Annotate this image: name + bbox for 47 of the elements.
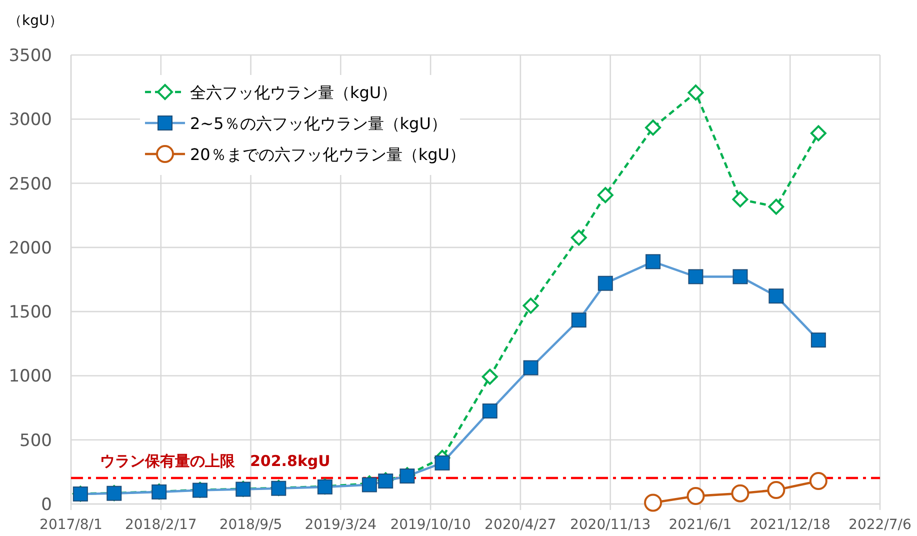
point: [732, 269, 748, 284]
legend-label: 20％までの六フッ化ウラン量（kgU）: [190, 145, 466, 164]
point: [732, 191, 748, 208]
point: [570, 230, 587, 246]
point: [686, 487, 705, 506]
point: [523, 360, 538, 376]
x-tick-label: 2019/10/10: [390, 517, 471, 533]
y-axis-title: （kgU）: [8, 13, 64, 29]
point: [646, 254, 661, 270]
y-tick-label: 3500: [8, 46, 52, 66]
point: [434, 455, 450, 470]
x-tick-label: 2020/4/27: [484, 517, 556, 533]
x-tick-label: 2018/9/5: [219, 517, 282, 533]
point: [767, 481, 786, 500]
y-tick-label: 2000: [8, 238, 52, 258]
y-tick-label: 0: [41, 495, 52, 515]
x-tick-label: 2019/3/24: [304, 517, 377, 533]
x-tick-label: 2020/11/13: [570, 517, 651, 533]
x-tick-label: 2021/6/1: [668, 517, 732, 533]
ref-line-label: ウラン保有量の上限 202.8kgU: [100, 452, 330, 470]
y-tick-label: 3000: [8, 110, 52, 130]
point: [768, 288, 784, 304]
y-tick-label: 1000: [8, 366, 52, 387]
x-tick-label: 2021/12/18: [750, 517, 830, 533]
legend-label: 2~5％の六フッ化ウラン量（kgU）: [190, 114, 447, 133]
point: [482, 403, 498, 418]
point: [731, 484, 750, 502]
point: [810, 125, 826, 142]
x-tick-label: 2017/8/1: [40, 517, 102, 533]
point: [644, 494, 662, 512]
point: [482, 368, 498, 385]
point: [810, 332, 826, 348]
point: [597, 187, 614, 204]
point: [645, 120, 662, 136]
legend-label: 全六フッ化ウラン量（kgU）: [190, 83, 398, 102]
point: [598, 276, 613, 291]
x-tick-label: 2018/2/17: [124, 517, 197, 533]
y-tick-label: 1500: [8, 302, 52, 323]
x-tick-label: 2022/7/6: [848, 517, 912, 533]
y-tick-label: 500: [20, 430, 52, 451]
point: [571, 312, 586, 328]
point: [688, 269, 704, 284]
point: [688, 84, 704, 101]
point: [522, 298, 539, 314]
y-tick-label: 2500: [8, 174, 52, 194]
point: [809, 472, 828, 490]
point: [768, 198, 784, 215]
